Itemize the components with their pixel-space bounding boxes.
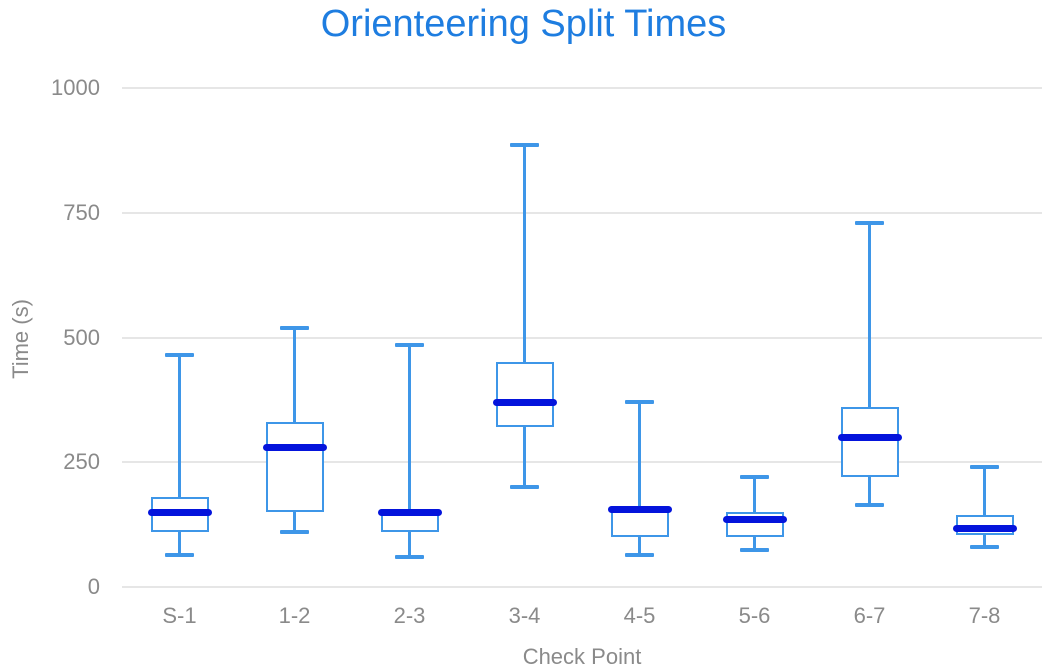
whisker-cap-min-7-8 <box>970 545 999 550</box>
whisker-cap-max-S-1 <box>165 352 194 357</box>
median-3-4 <box>492 398 557 406</box>
median-4-5 <box>607 506 672 514</box>
median-6-7 <box>837 433 902 441</box>
whisker-cap-min-1-2 <box>280 530 309 535</box>
gridline-1000 <box>122 87 1042 89</box>
box-1-2 <box>265 422 324 513</box>
whisker-cap-min-S-1 <box>165 552 194 557</box>
chart-title: Orienteering Split Times <box>320 3 727 45</box>
whisker-cap-max-4-5 <box>625 400 654 405</box>
whisker-line-2-3 <box>408 344 411 558</box>
median-2-3 <box>377 508 442 516</box>
gridline-250 <box>122 461 1042 464</box>
whisker-cap-max-1-2 <box>280 325 309 330</box>
whisker-cap-min-6-7 <box>855 502 884 507</box>
whisker-cap-max-2-3 <box>395 342 424 347</box>
x-axis-title: Check Point <box>522 644 642 669</box>
whisker-cap-min-3-4 <box>510 485 539 490</box>
y-tick-label-0: 0 <box>87 574 100 599</box>
median-5-6 <box>722 516 787 524</box>
box-3-4 <box>495 362 554 428</box>
whisker-line-6-7 <box>868 222 871 505</box>
y-tick-label-750: 750 <box>63 199 100 225</box>
whisker-cap-min-5-6 <box>740 547 769 552</box>
x-tick-label-6-7: 6-7 <box>853 603 886 628</box>
median-S-1 <box>147 508 212 516</box>
x-tick-label-3-4: 3-4 <box>508 603 541 628</box>
y-tick-label-250: 250 <box>63 449 100 475</box>
whisker-line-3-4 <box>523 145 526 488</box>
y-tick-label-1000: 1000 <box>51 75 100 100</box>
gridline-0 <box>122 586 1042 588</box>
whisker-cap-max-6-7 <box>855 220 884 225</box>
x-tick-label-1-2: 1-2 <box>278 603 311 628</box>
x-tick-label-2-3: 2-3 <box>393 603 426 628</box>
whisker-cap-max-7-8 <box>970 465 999 470</box>
median-7-8 <box>952 524 1017 532</box>
box-6-7 <box>840 407 899 478</box>
x-tick-label-S-1: S-1 <box>162 603 197 628</box>
x-tick-label-5-6: 5-6 <box>738 603 771 628</box>
gridline-500 <box>122 336 1042 339</box>
whisker-line-4-5 <box>638 402 641 555</box>
whisker-cap-min-4-5 <box>625 552 654 557</box>
y-tick-label-500: 500 <box>63 324 100 350</box>
median-1-2 <box>262 443 327 451</box>
whisker-cap-min-2-3 <box>395 555 424 560</box>
x-tick-label-7-8: 7-8 <box>968 603 1001 628</box>
whisker-cap-max-3-4 <box>510 143 539 148</box>
whisker-cap-max-5-6 <box>740 475 769 480</box>
whisker-line-7-8 <box>983 467 986 548</box>
whisker-line-S-1 <box>178 354 181 555</box>
gridline-750 <box>122 211 1042 214</box>
x-tick-label-4-5: 4-5 <box>623 603 656 628</box>
